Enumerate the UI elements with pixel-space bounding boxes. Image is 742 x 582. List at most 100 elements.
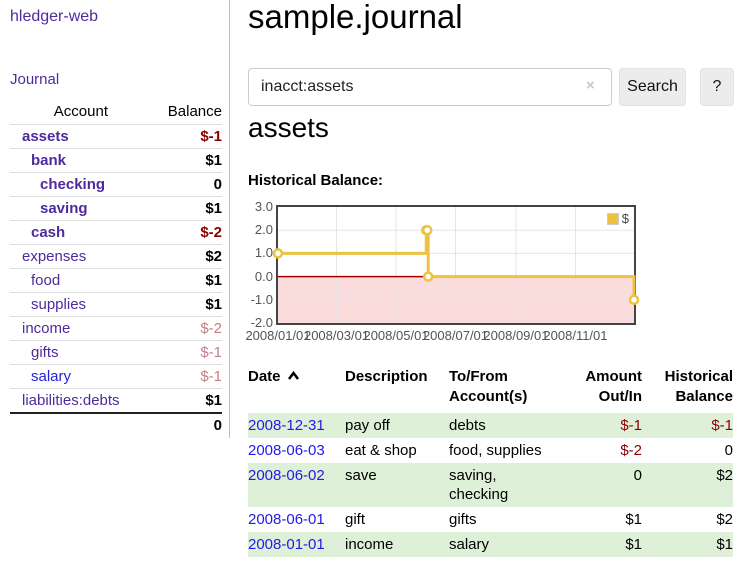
search-form: × Search ? [248,68,742,106]
account-row: salary $-1 [10,364,222,389]
chart-plot-area: $ [272,205,640,325]
transaction-date-link[interactable]: 2008-06-01 [248,511,325,528]
account-row: saving $1 [10,196,222,221]
account-row: food $1 [10,268,222,293]
account-row: expenses $2 [10,244,222,269]
account-row: liabilities:debts $1 [10,388,222,414]
main-content: sample.journal × Search ? assets Histori… [245,0,742,582]
account-balance: $-2 [200,224,222,241]
account-row: income $-2 [10,316,222,341]
historical-balance-chart: $ 3.0 2.0 1.0 0.0 -1.0 -2.0 2008/01/01 2008/03/… [245,196,742,356]
account-balance: $-1 [200,368,222,385]
account-link[interactable]: income [22,320,71,337]
transaction-description: gift [345,511,366,528]
account-link[interactable]: cash [31,224,66,241]
clear-search-icon[interactable]: × [586,77,595,94]
accounts-total-balance: 0 [213,417,222,434]
app-title-link[interactable]: hledger-web [10,8,99,25]
x-axis-tick-label: 2008/11/01 [543,328,608,343]
account-balance: $-1 [200,344,222,361]
register-account-heading: assets [248,112,329,143]
account-link[interactable]: salary [31,368,72,385]
accounts-header-account: Account [53,103,108,120]
transaction-row: 2008-06-02 save saving, checking 0 $2 [248,463,733,507]
sidebar-item-journal[interactable]: Journal [10,71,60,88]
chart-series [272,207,640,323]
transaction-date-link[interactable]: 2008-06-02 [248,467,325,484]
transaction-amount: 0 [633,467,642,484]
account-balance: $1 [205,152,222,169]
legend-label: $ [621,211,629,226]
accounts-table: Account Balance assets $-1 bank $1 checking 0… [10,100,222,437]
transaction-amount: $-1 [620,417,642,434]
account-row: gifts $-1 [10,340,222,365]
account-link[interactable]: saving [40,200,88,217]
account-link[interactable]: gifts [31,344,59,361]
account-balance: $-2 [200,320,222,337]
x-axis-tick-label: 2008/05/01 [363,328,429,343]
transaction-row: 2008-06-03 eat & shop food, supplies $-2 0 [248,438,733,463]
transaction-description: pay off [345,417,390,434]
transaction-balance: $-1 [711,417,733,434]
account-link[interactable]: liabilities:debts [22,392,120,409]
column-header-date[interactable]: Date [248,366,345,413]
account-link[interactable]: food [31,272,61,289]
x-axis-tick-label: 2008/01/01 [245,328,311,343]
account-link[interactable]: bank [31,152,67,169]
account-row: assets $-1 [10,124,222,149]
account-balance: $1 [205,272,222,289]
transaction-accounts: debts [449,417,486,434]
y-axis-tick-label: -2.0 [250,315,273,330]
account-row: checking 0 [10,172,222,197]
transaction-balance: $2 [716,511,733,528]
x-axis-tick-label: 2008/03/01 [303,328,370,343]
search-input[interactable] [248,68,612,106]
account-balance: $2 [205,248,222,265]
x-axis-tick-label: 2008/07/01 [422,328,489,343]
y-axis-tick-label: 3.0 [254,199,273,214]
account-link[interactable]: assets [22,128,69,145]
transaction-balance: $2 [716,467,733,484]
account-row: bank $1 [10,148,222,173]
data-point [628,294,640,306]
transaction-date-link[interactable]: 2008-12-31 [248,417,325,434]
transaction-row: 2008-01-01 income salary $1 $1 [248,532,733,557]
transaction-balance: 0 [724,442,733,459]
sort-asc-icon [287,370,299,380]
column-header-description: Description [345,368,428,385]
transaction-amount: $1 [625,511,642,528]
y-axis-tick-label: 0.0 [254,268,273,284]
account-link[interactable]: expenses [22,248,87,265]
legend-swatch-icon [606,212,619,225]
transaction-row: 2008-06-01 gift gifts $1 $2 [248,507,733,532]
y-axis-tick-label: 1.0 [254,245,273,261]
transaction-date-link[interactable]: 2008-06-03 [248,442,325,459]
column-header-amount: Amount Out/In [585,368,642,405]
transaction-accounts: food, supplies [449,442,542,459]
data-point [421,224,433,236]
account-link[interactable]: checking [40,176,106,193]
account-link[interactable]: supplies [31,296,87,313]
account-row: cash $-2 [10,220,222,245]
transaction-description: save [345,467,377,484]
data-point [422,271,434,282]
search-button[interactable]: Search [619,68,686,106]
accounts-header-row: Account Balance [10,100,222,125]
x-axis-tick-label: 2008/09/01 [483,328,549,343]
y-axis-tick-label: 2.0 [254,222,273,238]
column-header-balance: Historical Balance [664,368,733,405]
transaction-amount: $1 [625,536,642,553]
transaction-balance: $1 [716,536,733,553]
transaction-date-link[interactable]: 2008-01-01 [248,536,325,553]
help-button[interactable]: ? [700,68,734,106]
accounts-total-row: 0 [10,413,222,437]
chart-title: Historical Balance: [248,172,384,189]
page-title: sample.journal [248,0,463,35]
transaction-accounts: saving, checking [449,467,509,503]
transaction-amount: $-2 [620,442,642,459]
register-header-row: Date Description To/From Account(s) Amou… [248,366,733,413]
account-balance: $-1 [200,128,222,145]
transaction-row: 2008-12-31 pay off debts $-1 $-1 [248,413,733,438]
transaction-accounts: salary [449,536,490,553]
transaction-accounts: gifts [449,511,477,528]
